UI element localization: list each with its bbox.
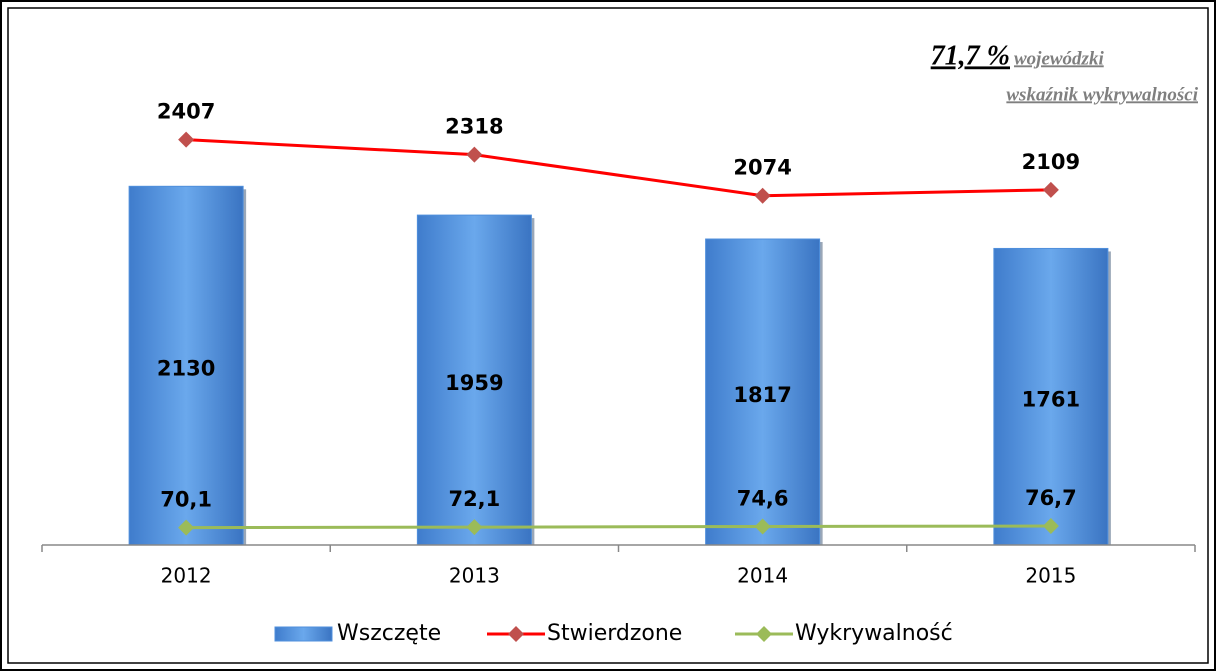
marker bbox=[178, 131, 195, 148]
point-label: 2109 bbox=[1022, 150, 1080, 174]
x-tick-label: 2014 bbox=[737, 564, 788, 588]
line bbox=[186, 138, 1051, 198]
point-label: 70,1 bbox=[160, 488, 212, 512]
bar-label: 2130 bbox=[157, 357, 215, 381]
x-tick-label: 2013 bbox=[449, 564, 500, 588]
legend-label: Stwierdzone bbox=[547, 621, 682, 646]
legend-label: Wykrywalność bbox=[795, 621, 953, 646]
marker bbox=[1042, 518, 1059, 535]
marker bbox=[754, 518, 771, 535]
x-tick-label: 2015 bbox=[1025, 564, 1076, 588]
bar bbox=[416, 214, 532, 546]
bar-label: 1959 bbox=[445, 371, 503, 395]
marker bbox=[178, 519, 195, 536]
marker bbox=[466, 519, 483, 536]
marker bbox=[1042, 181, 1059, 198]
point-label: 2074 bbox=[733, 156, 791, 180]
chart-frame bbox=[7, 7, 1209, 664]
point-label: 2407 bbox=[157, 100, 215, 124]
annotation-text: wojewódzki bbox=[1014, 48, 1104, 69]
annotation-value: 71,7 % bbox=[931, 40, 1010, 71]
bar-label: 1761 bbox=[1022, 388, 1080, 412]
point-label: 72,1 bbox=[448, 487, 500, 511]
legend-label: Wszczęte bbox=[337, 621, 441, 646]
x-tick-label: 2012 bbox=[161, 564, 212, 588]
bar bbox=[705, 238, 821, 546]
line bbox=[186, 524, 1051, 530]
bar bbox=[993, 247, 1109, 546]
marker bbox=[754, 187, 771, 204]
point-label: 74,6 bbox=[737, 487, 789, 511]
legend-swatch bbox=[274, 626, 333, 642]
point-label: 76,7 bbox=[1025, 486, 1077, 510]
legend-marker bbox=[756, 626, 772, 642]
bar bbox=[128, 185, 244, 546]
marker bbox=[466, 146, 483, 163]
legend-marker bbox=[508, 626, 524, 642]
bar-label: 1817 bbox=[733, 383, 791, 407]
point-label: 2318 bbox=[445, 115, 503, 139]
annotation-text: wskaźnik wykrywalności bbox=[1006, 84, 1198, 105]
